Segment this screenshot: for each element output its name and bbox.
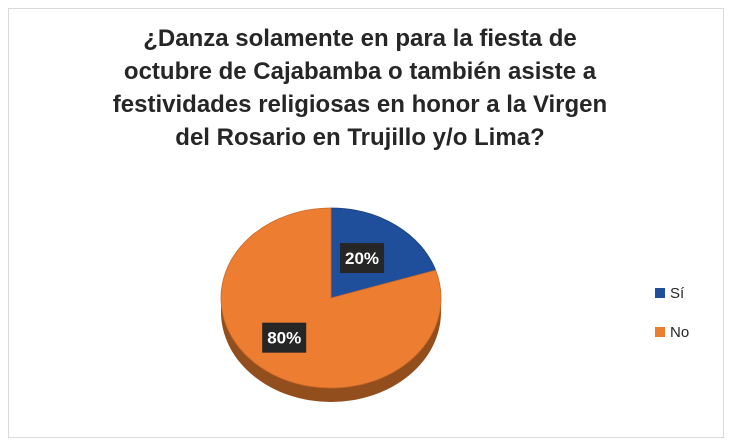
- legend-label-no: No: [670, 323, 690, 341]
- chart-title-line: ¿Danza solamente en para la fiesta de: [143, 25, 577, 52]
- data-label-si: 20%: [340, 243, 385, 274]
- data-label-no: 80%: [262, 322, 307, 353]
- legend-swatch-si: [655, 288, 665, 298]
- legend-label-si: Sí: [670, 284, 685, 302]
- chart-title-line: del Rosario en Trujillo y/o Lima?: [175, 124, 545, 151]
- data-label-text: 80%: [267, 329, 301, 348]
- chart-title-line: octubre de Cajabamba o también asiste a: [123, 58, 597, 85]
- chart-title: ¿Danza solamente en para la fiesta de oc…: [60, 22, 660, 154]
- legend-item-no: No: [655, 321, 689, 343]
- legend-item-si: Sí: [655, 282, 689, 304]
- legend-swatch-no: [655, 327, 665, 337]
- chart-legend: Sí No: [655, 282, 689, 360]
- chart-title-line: festividades religiosas en honor a la Vi…: [112, 91, 608, 118]
- data-label-text: 20%: [345, 249, 379, 268]
